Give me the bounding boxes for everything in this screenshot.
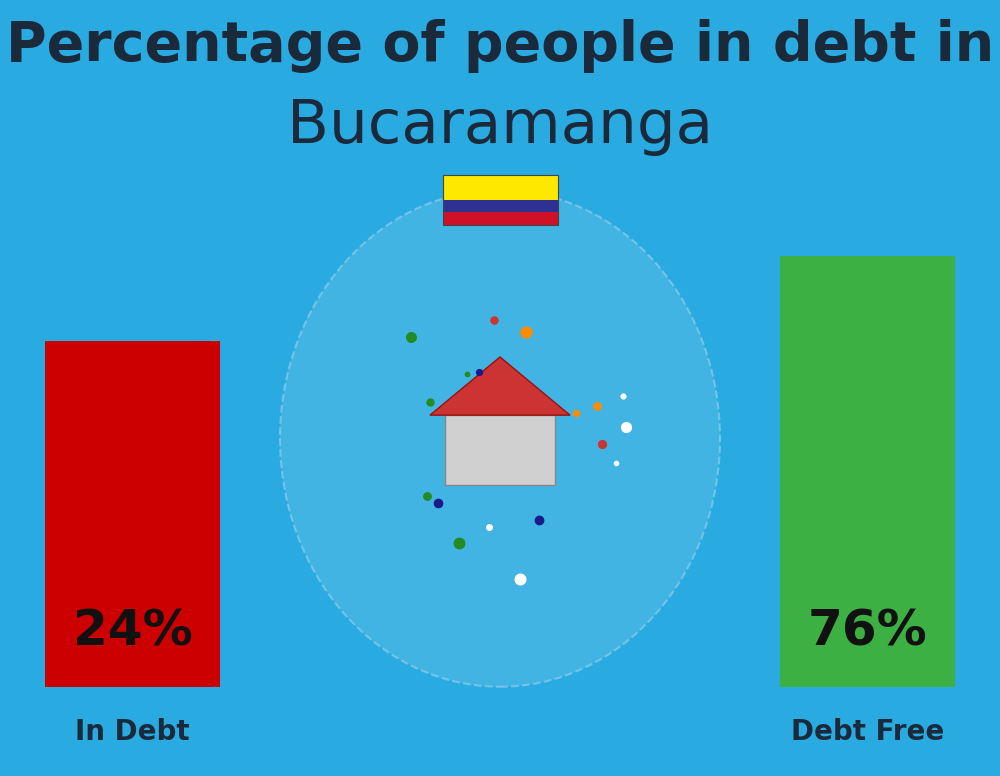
FancyBboxPatch shape	[442, 175, 558, 199]
FancyBboxPatch shape	[442, 213, 558, 225]
FancyBboxPatch shape	[442, 199, 558, 213]
Text: Percentage of people in debt in: Percentage of people in debt in	[6, 19, 994, 74]
Polygon shape	[430, 357, 570, 415]
FancyBboxPatch shape	[780, 256, 955, 687]
Text: Debt Free: Debt Free	[791, 718, 944, 746]
Text: 24%: 24%	[73, 608, 192, 656]
FancyBboxPatch shape	[445, 415, 555, 485]
Text: Bucaramanga: Bucaramanga	[287, 97, 713, 156]
FancyBboxPatch shape	[45, 341, 220, 687]
Text: In Debt: In Debt	[75, 718, 190, 746]
Ellipse shape	[280, 190, 720, 687]
Text: 76%: 76%	[808, 608, 927, 656]
